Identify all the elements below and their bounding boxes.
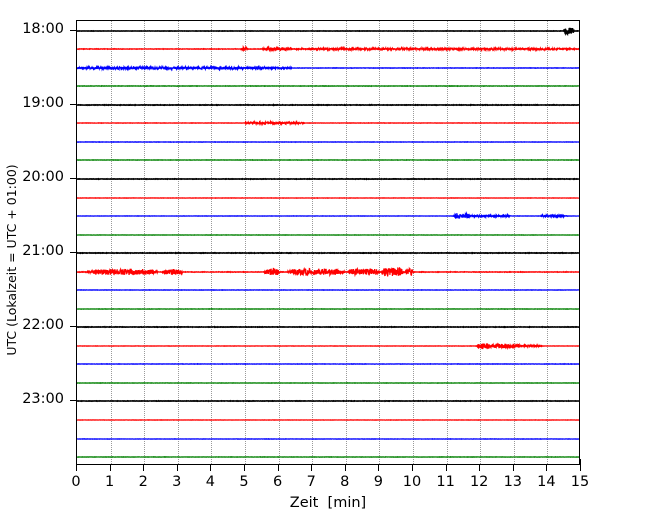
- trace-1815: [77, 40, 579, 58]
- vertical-gridline: [480, 21, 482, 464]
- trace-1845: [77, 77, 579, 95]
- trace-2315: [77, 411, 579, 429]
- trace-2200: [77, 318, 579, 336]
- y-tick-label: 21:00: [22, 243, 64, 260]
- vertical-gridline: [345, 21, 347, 464]
- vertical-gridline: [211, 21, 213, 464]
- y-axis-label: UTC (Lokalzeit = UTC + 01:00): [3, 164, 19, 356]
- trace-2000: [77, 170, 579, 188]
- x-tick-label: 0: [71, 474, 81, 490]
- x-tick: [76, 465, 77, 471]
- x-tick: [176, 465, 178, 471]
- x-tick-label: 15: [570, 474, 590, 490]
- trace-2100: [77, 244, 579, 262]
- x-tick: [344, 465, 346, 471]
- x-tick-label: 13: [503, 474, 523, 490]
- x-tick-label: 6: [272, 474, 283, 490]
- x-tick-label: 5: [239, 474, 249, 490]
- vertical-gridline: [547, 21, 549, 464]
- x-tick-label: 12: [469, 474, 489, 490]
- y-tick-label: 19:00: [22, 94, 64, 111]
- trace-1915: [77, 114, 579, 132]
- y-tick-major: [70, 252, 76, 254]
- trace-1800: [77, 22, 579, 40]
- trace-1900: [77, 96, 579, 114]
- x-tick: [546, 465, 548, 471]
- vertical-gridline: [413, 21, 414, 464]
- x-tick: [512, 465, 514, 471]
- x-tick-label: 2: [138, 474, 148, 490]
- trace-2330: [77, 430, 579, 448]
- x-tick: [244, 465, 245, 471]
- x-tick: [210, 465, 212, 471]
- trace-2345: [77, 448, 579, 464]
- y-tick-label: 20:00: [22, 168, 64, 185]
- y-tick-label: 23:00: [22, 391, 64, 408]
- x-tick: [109, 465, 111, 471]
- vertical-gridline: [446, 21, 448, 464]
- x-tick: [445, 465, 447, 471]
- trace-2045: [77, 226, 579, 244]
- trace-1930: [77, 133, 579, 151]
- x-tick-label: 7: [306, 474, 316, 490]
- x-tick: [412, 465, 413, 471]
- trace-2145: [77, 300, 579, 318]
- trace-2230: [77, 355, 579, 373]
- x-tick-label: 9: [373, 474, 383, 490]
- trace-1945: [77, 151, 579, 169]
- vertical-gridline: [379, 21, 381, 464]
- vertical-gridline: [144, 21, 146, 464]
- trace-1830: [77, 59, 579, 77]
- x-tick: [311, 465, 313, 471]
- y-tick-major: [70, 177, 76, 179]
- vertical-gridline: [278, 21, 280, 464]
- vertical-gridline: [177, 21, 179, 464]
- x-tick: [277, 465, 279, 471]
- x-tick-label: 3: [172, 474, 182, 490]
- x-tick-label: 8: [340, 474, 350, 490]
- x-tick-label: 10: [402, 474, 422, 490]
- y-tick-major: [70, 103, 76, 105]
- trace-2015: [77, 189, 579, 207]
- x-tick-label: 14: [537, 474, 556, 490]
- x-tick-label: 4: [205, 474, 215, 490]
- y-tick-label: 18:00: [22, 20, 64, 37]
- y-tick-major: [70, 326, 76, 328]
- y-tick-major: [70, 400, 76, 402]
- x-tick: [143, 465, 145, 471]
- trace-2245: [77, 374, 579, 392]
- vertical-gridline: [245, 21, 246, 464]
- trace-2130: [77, 281, 579, 299]
- x-tick-inner: [580, 459, 581, 465]
- plot-inner: [77, 21, 579, 464]
- y-tick-major: [70, 29, 76, 31]
- trace-2215: [77, 337, 579, 355]
- x-tick: [378, 465, 380, 471]
- vertical-gridline: [513, 21, 515, 464]
- y-tick-label: 22:00: [22, 317, 64, 334]
- x-tick-label: 1: [104, 474, 115, 490]
- plot-area: [76, 20, 580, 465]
- x-tick: [580, 465, 581, 471]
- x-tick: [479, 465, 481, 471]
- trace-2030: [77, 207, 579, 225]
- vertical-gridline: [312, 21, 314, 464]
- trace-2115: [77, 263, 579, 281]
- trace-2300: [77, 392, 579, 410]
- vertical-gridline: [110, 21, 112, 464]
- x-tick-label: 11: [436, 474, 455, 490]
- x-axis-label: Zeit [min]: [289, 495, 367, 511]
